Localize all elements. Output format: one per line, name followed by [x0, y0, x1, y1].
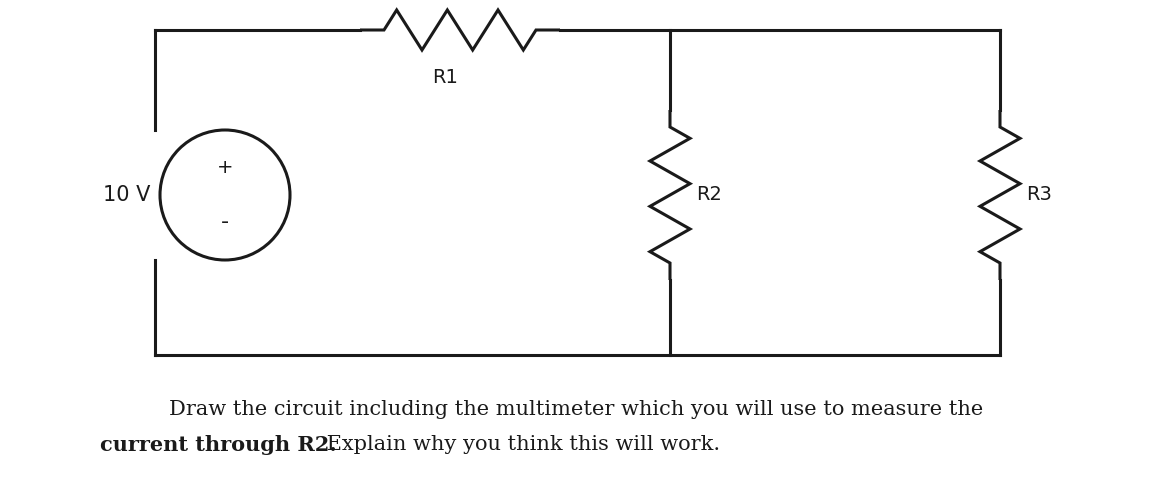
Text: Explain why you think this will work.: Explain why you think this will work. [320, 435, 720, 454]
Text: 10 V: 10 V [103, 185, 150, 205]
Text: -: - [221, 212, 229, 232]
Text: R1: R1 [432, 68, 458, 87]
Text: +: + [217, 158, 233, 177]
Text: R2: R2 [696, 185, 722, 205]
Text: current through R2.: current through R2. [100, 435, 336, 455]
Text: Draw the circuit including the multimeter which you will use to measure the: Draw the circuit including the multimete… [169, 400, 983, 419]
Text: R3: R3 [1026, 185, 1052, 205]
